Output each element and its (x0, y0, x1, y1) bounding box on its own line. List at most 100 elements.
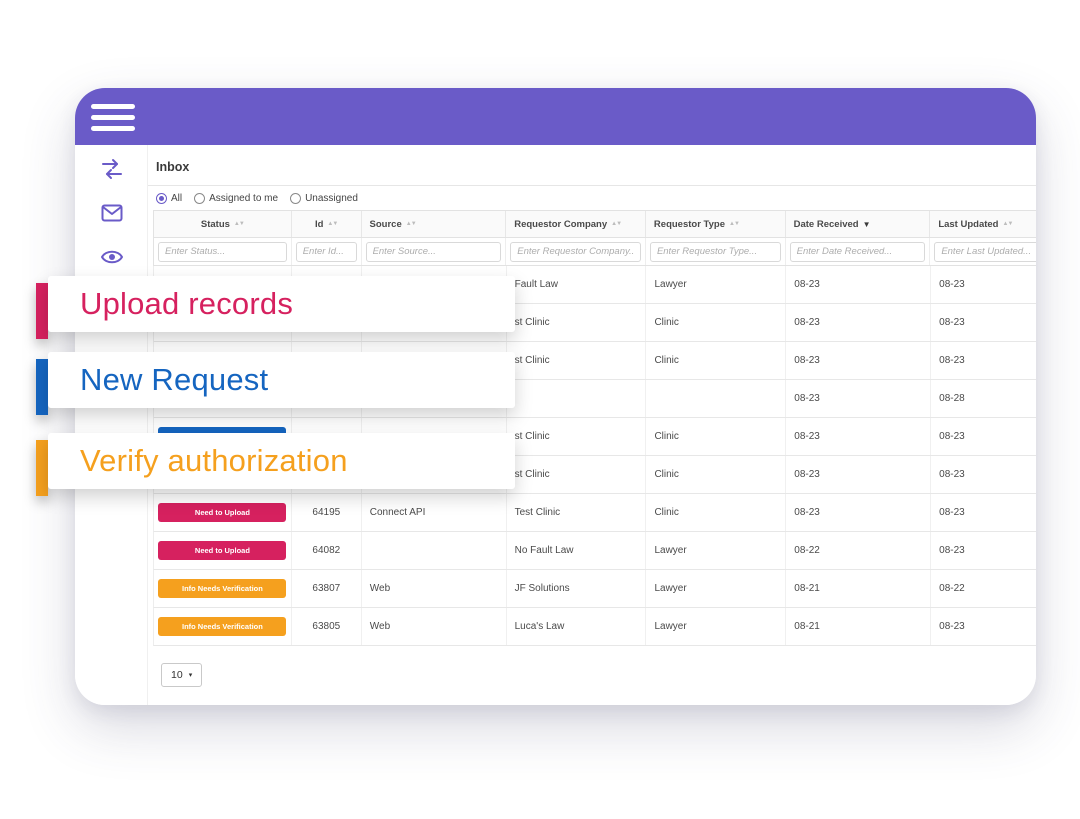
id-cell: 63807 (292, 570, 362, 607)
filter-last-updated-input[interactable] (934, 241, 1036, 262)
type-cell: Clinic (646, 418, 787, 455)
status-badge: Info Needs Verification (158, 617, 287, 636)
page-size-value: 10 (171, 669, 183, 681)
updated-cell: 08-23 (931, 418, 1036, 455)
updated-cell: 08-23 (931, 266, 1036, 303)
received-cell: 08-23 (786, 304, 932, 341)
callout-accent-bar (36, 283, 48, 339)
sort-icon: ▲▼ (729, 221, 740, 227)
company-cell: st Clinic (507, 304, 647, 341)
column-label: Requestor Company (514, 218, 608, 230)
type-cell: Clinic (646, 494, 787, 531)
sort-desc-icon: ▼ (862, 219, 871, 229)
company-cell: No Fault Law (507, 532, 647, 569)
callout-label: Upload records (80, 286, 294, 321)
company-cell: Luca's Law (507, 608, 647, 645)
column-header-status[interactable]: Status ▲▼ (154, 211, 292, 237)
column-label: Source (369, 218, 402, 230)
callout-card: Upload records (48, 276, 515, 332)
source-cell: Web (362, 608, 507, 645)
callout-new-request: New Request (36, 352, 515, 415)
table-header-row: Status ▲▼ Id ▲▼ Source ▲▼ Requestor Company… (153, 210, 1036, 238)
sort-icon: ▲▼ (1002, 221, 1014, 227)
id-cell: 64195 (292, 494, 362, 531)
sort-icon: ▲▼ (405, 221, 417, 227)
filter-status-input[interactable] (158, 241, 287, 262)
column-label: Status (200, 218, 230, 230)
radio-button-icon (194, 192, 206, 204)
company-cell: st Clinic (507, 342, 647, 379)
received-cell: 08-22 (786, 532, 932, 569)
status-badge: Need to Upload (158, 503, 287, 522)
main-content: Inbox All Assigned to me Unassigned Stat (147, 145, 1036, 705)
received-cell: 08-23 (786, 342, 932, 379)
received-cell: 08-23 (786, 266, 932, 303)
type-cell: Clinic (646, 456, 787, 493)
callout-card: New Request (48, 352, 515, 408)
filter-requestor-type-input[interactable] (649, 241, 781, 262)
sort-icon: ▲▼ (611, 221, 622, 227)
received-cell: 08-23 (786, 494, 932, 531)
radio-all[interactable]: All (156, 192, 183, 204)
source-cell: Connect API (362, 494, 507, 531)
column-header-requestor-company[interactable]: Requestor Company ▲▼ (506, 211, 646, 237)
column-header-date-received[interactable]: Date Received ▼ (786, 211, 931, 237)
callout-verify-authorization: Verify authorization (36, 433, 515, 496)
eye-icon[interactable] (99, 245, 125, 269)
callout-label: New Request (80, 362, 269, 397)
column-header-source[interactable]: Source ▲▼ (362, 211, 507, 237)
type-cell: Lawyer (646, 570, 787, 607)
updated-cell: 08-23 (931, 608, 1036, 645)
assignment-filter-group: All Assigned to me Unassigned (148, 186, 1036, 210)
callout-card: Verify authorization (48, 433, 515, 489)
mail-icon[interactable] (99, 201, 125, 225)
column-header-requestor-type[interactable]: Requestor Type ▲▼ (646, 211, 786, 237)
filter-id-input[interactable] (295, 241, 357, 262)
table-row[interactable]: Need to Upload 64195 Connect API Test Cl… (153, 494, 1036, 532)
radio-button-icon (156, 192, 167, 204)
filter-date-received-input[interactable] (789, 241, 926, 262)
radio-label: Assigned to me (209, 192, 279, 204)
hamburger-menu-icon[interactable] (91, 104, 135, 131)
updated-cell: 08-23 (931, 494, 1036, 531)
type-cell: Clinic (646, 304, 787, 341)
page-size-dropdown[interactable]: 10 ▾ (161, 663, 203, 687)
sort-icon: ▲▼ (233, 221, 245, 227)
radio-button-icon (290, 192, 302, 204)
updated-cell: 08-22 (931, 570, 1036, 607)
callout-accent-bar (36, 359, 48, 415)
callout-upload-records: Upload records (36, 276, 515, 339)
table-row[interactable]: Info Needs Verification 63807 Web JF Sol… (153, 570, 1036, 608)
received-cell: 08-23 (786, 380, 932, 417)
column-label: Requestor Type (653, 218, 726, 230)
filter-row (153, 238, 1036, 266)
column-label: Last Updated (938, 218, 999, 230)
caret-down-icon: ▾ (188, 672, 193, 679)
app-header (75, 88, 1036, 145)
status-cell: Need to Upload (154, 532, 292, 569)
status-cell: Need to Upload (154, 494, 292, 531)
radio-assigned-to-me[interactable]: Assigned to me (194, 192, 279, 204)
type-cell: Lawyer (646, 532, 787, 569)
filter-requestor-company-input[interactable] (510, 241, 641, 262)
received-cell: 08-23 (786, 418, 932, 455)
sort-icon: ▲▼ (327, 221, 338, 227)
filter-source-input[interactable] (365, 241, 502, 262)
updated-cell: 08-28 (931, 380, 1036, 417)
table-row[interactable]: Info Needs Verification 63805 Web Luca's… (153, 608, 1036, 646)
column-label: Id (314, 218, 324, 230)
column-header-id[interactable]: Id ▲▼ (292, 211, 362, 237)
transfer-icon[interactable] (99, 157, 125, 181)
id-cell: 63805 (292, 608, 362, 645)
radio-unassigned[interactable]: Unassigned (290, 192, 358, 204)
received-cell: 08-23 (786, 456, 932, 493)
company-cell: st Clinic (507, 418, 647, 455)
column-header-last-updated[interactable]: Last Updated ▲▼ (930, 211, 1036, 237)
company-cell: Fault Law (507, 266, 647, 303)
source-cell (362, 532, 507, 569)
table-row[interactable]: Need to Upload 64082 No Fault Law Lawyer… (153, 532, 1036, 570)
radio-label: All (171, 192, 183, 204)
type-cell: Clinic (646, 342, 787, 379)
updated-cell: 08-23 (931, 304, 1036, 341)
type-cell: Lawyer (646, 608, 787, 645)
